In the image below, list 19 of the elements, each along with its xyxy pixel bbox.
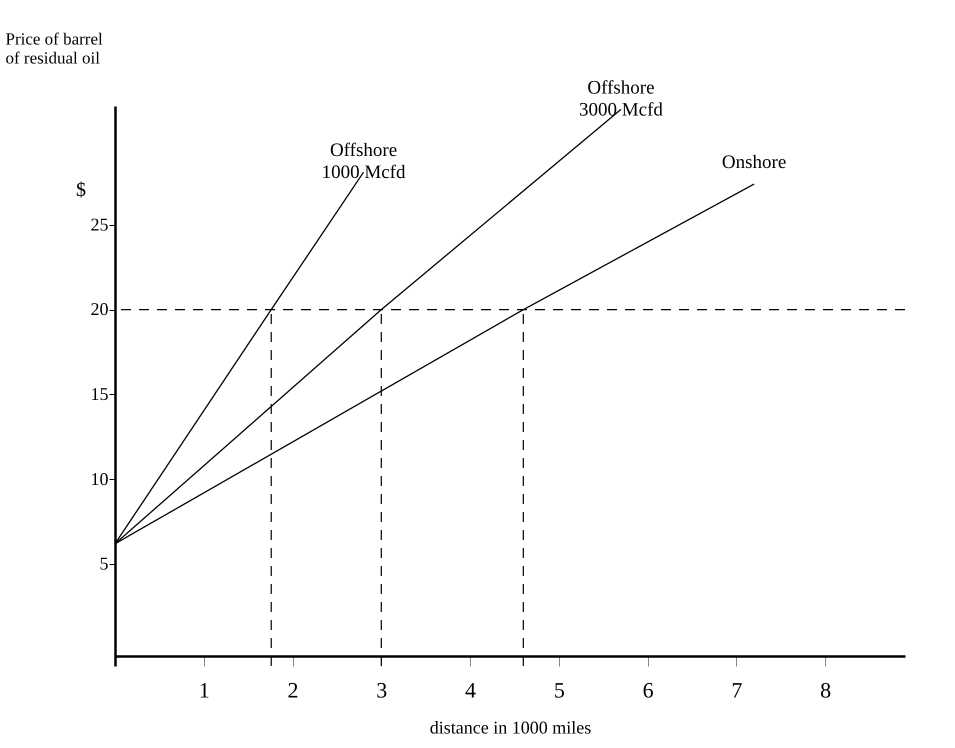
y-tick-label: 25: [90, 214, 108, 234]
x-tick-label: 3: [376, 678, 388, 702]
y-tick-label: 5: [100, 554, 108, 574]
text: $: [76, 179, 86, 201]
y-axis-title: Price of barrel of residual oil: [6, 30, 104, 68]
x-tick-label: 2: [288, 678, 299, 702]
series-label: Onshore: [722, 152, 786, 174]
x-axis-title: distance in 1000 miles: [430, 718, 592, 738]
x-tick-label: 5: [554, 678, 565, 702]
x-tick-label: 7: [731, 678, 742, 702]
x-tick-label: 8: [820, 678, 832, 702]
x-tick-label: 4: [465, 678, 476, 702]
x-tick-label: 1: [198, 678, 210, 702]
series-label: Offshore 1000 Mcfd: [322, 140, 406, 184]
y-tick-label: 10: [90, 468, 108, 489]
y-tick-label: 15: [90, 384, 108, 404]
x-tick-label: 6: [642, 678, 654, 702]
y-tick-label: 20: [90, 299, 108, 320]
series-label: Offshore 3000 Mcfd: [579, 77, 664, 120]
